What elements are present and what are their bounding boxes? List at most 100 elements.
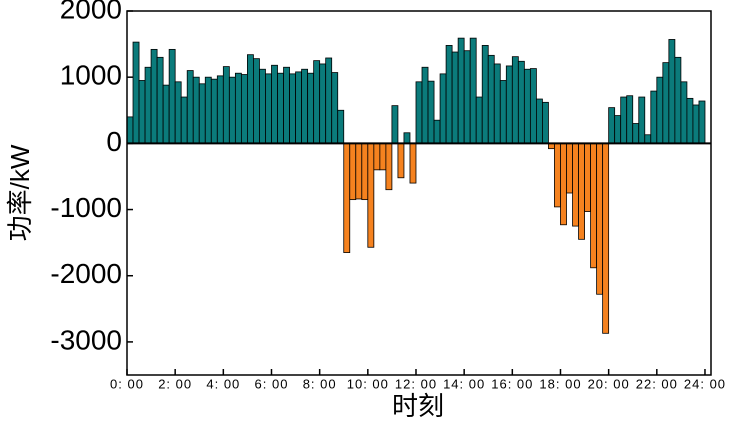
bar	[517, 60, 525, 144]
bar	[481, 45, 489, 144]
bar	[445, 45, 453, 144]
bar	[265, 73, 272, 144]
bar	[662, 62, 670, 144]
x-tick-label: 2: 00	[158, 376, 192, 391]
bar	[367, 142, 375, 248]
bar	[620, 96, 628, 144]
x-tick-label: 4: 00	[206, 376, 240, 391]
bar	[511, 56, 519, 144]
x-tick-label: 16: 00	[491, 376, 533, 391]
x-tick-label: 12: 00	[395, 376, 437, 391]
bar	[614, 115, 622, 144]
bar	[536, 98, 543, 144]
bar	[644, 134, 652, 144]
bar	[168, 48, 176, 144]
bar	[150, 48, 158, 144]
bar	[686, 97, 694, 144]
bar	[337, 109, 345, 144]
bar	[144, 66, 152, 144]
bar	[228, 76, 236, 144]
bar	[680, 81, 688, 144]
bar	[379, 142, 387, 171]
bar	[216, 75, 224, 144]
bar	[668, 39, 676, 144]
bar	[204, 76, 212, 144]
x-tick-label: 0: 00	[110, 376, 144, 391]
x-tick-label: 10: 00	[347, 376, 389, 391]
bar	[126, 116, 134, 144]
bar	[656, 76, 664, 144]
x-tick-label: 20: 00	[588, 376, 630, 391]
bar	[475, 96, 483, 144]
bar	[608, 107, 616, 144]
bar	[451, 51, 459, 144]
bar	[493, 63, 501, 144]
x-axis-label: 时刻	[392, 391, 444, 421]
bar	[566, 142, 573, 194]
bar	[307, 72, 315, 144]
bar	[505, 65, 513, 144]
bar	[626, 95, 634, 144]
x-tick-label: 14: 00	[443, 376, 485, 391]
bar	[361, 142, 369, 201]
bar	[674, 56, 682, 144]
bar	[162, 84, 170, 144]
y-tick-label: -3000	[50, 324, 122, 355]
bar	[138, 80, 146, 144]
bar	[385, 142, 393, 191]
bar	[427, 80, 435, 144]
x-tick-label: 24: 00	[684, 376, 726, 391]
bar	[421, 66, 429, 144]
bar	[439, 73, 447, 144]
bar	[560, 142, 567, 226]
bar	[469, 37, 477, 144]
bar	[433, 119, 441, 144]
bar	[397, 142, 405, 179]
bar	[180, 96, 188, 144]
bar	[596, 142, 604, 295]
bar	[325, 57, 333, 144]
bar	[529, 68, 537, 144]
plot-frame	[126, 10, 712, 376]
bar	[132, 41, 140, 144]
bar	[295, 71, 302, 144]
bar	[523, 68, 531, 144]
bar	[253, 58, 260, 144]
x-tick-label: 22: 00	[636, 376, 678, 391]
bar	[578, 142, 585, 240]
bar	[554, 142, 561, 208]
y-axis-label: 功率/kW	[5, 144, 35, 241]
bar	[313, 60, 321, 144]
bar	[271, 64, 278, 144]
bar	[584, 142, 591, 212]
bar	[174, 81, 182, 144]
bar	[542, 101, 549, 144]
y-tick-label: -1000	[50, 192, 122, 223]
bar	[638, 96, 646, 144]
bar	[602, 142, 610, 334]
bar	[156, 56, 164, 144]
bar	[222, 66, 230, 144]
bar	[572, 142, 579, 227]
bar	[240, 74, 248, 144]
bar	[590, 142, 598, 269]
bar	[343, 142, 351, 253]
bar	[698, 100, 706, 144]
bar	[692, 104, 700, 144]
bar	[415, 81, 423, 144]
bar	[192, 76, 200, 144]
bar	[234, 72, 242, 144]
bar	[210, 78, 218, 144]
x-tick-label: 6: 00	[255, 376, 289, 391]
bar	[289, 73, 296, 144]
bar	[457, 37, 465, 144]
bar	[632, 123, 640, 144]
x-tick-label: 8: 00	[303, 376, 337, 391]
bar	[198, 83, 206, 144]
x-tick-label: 18: 00	[539, 376, 581, 391]
bar	[283, 66, 290, 144]
bar	[373, 142, 381, 171]
bar	[403, 132, 411, 144]
bar	[259, 68, 266, 144]
